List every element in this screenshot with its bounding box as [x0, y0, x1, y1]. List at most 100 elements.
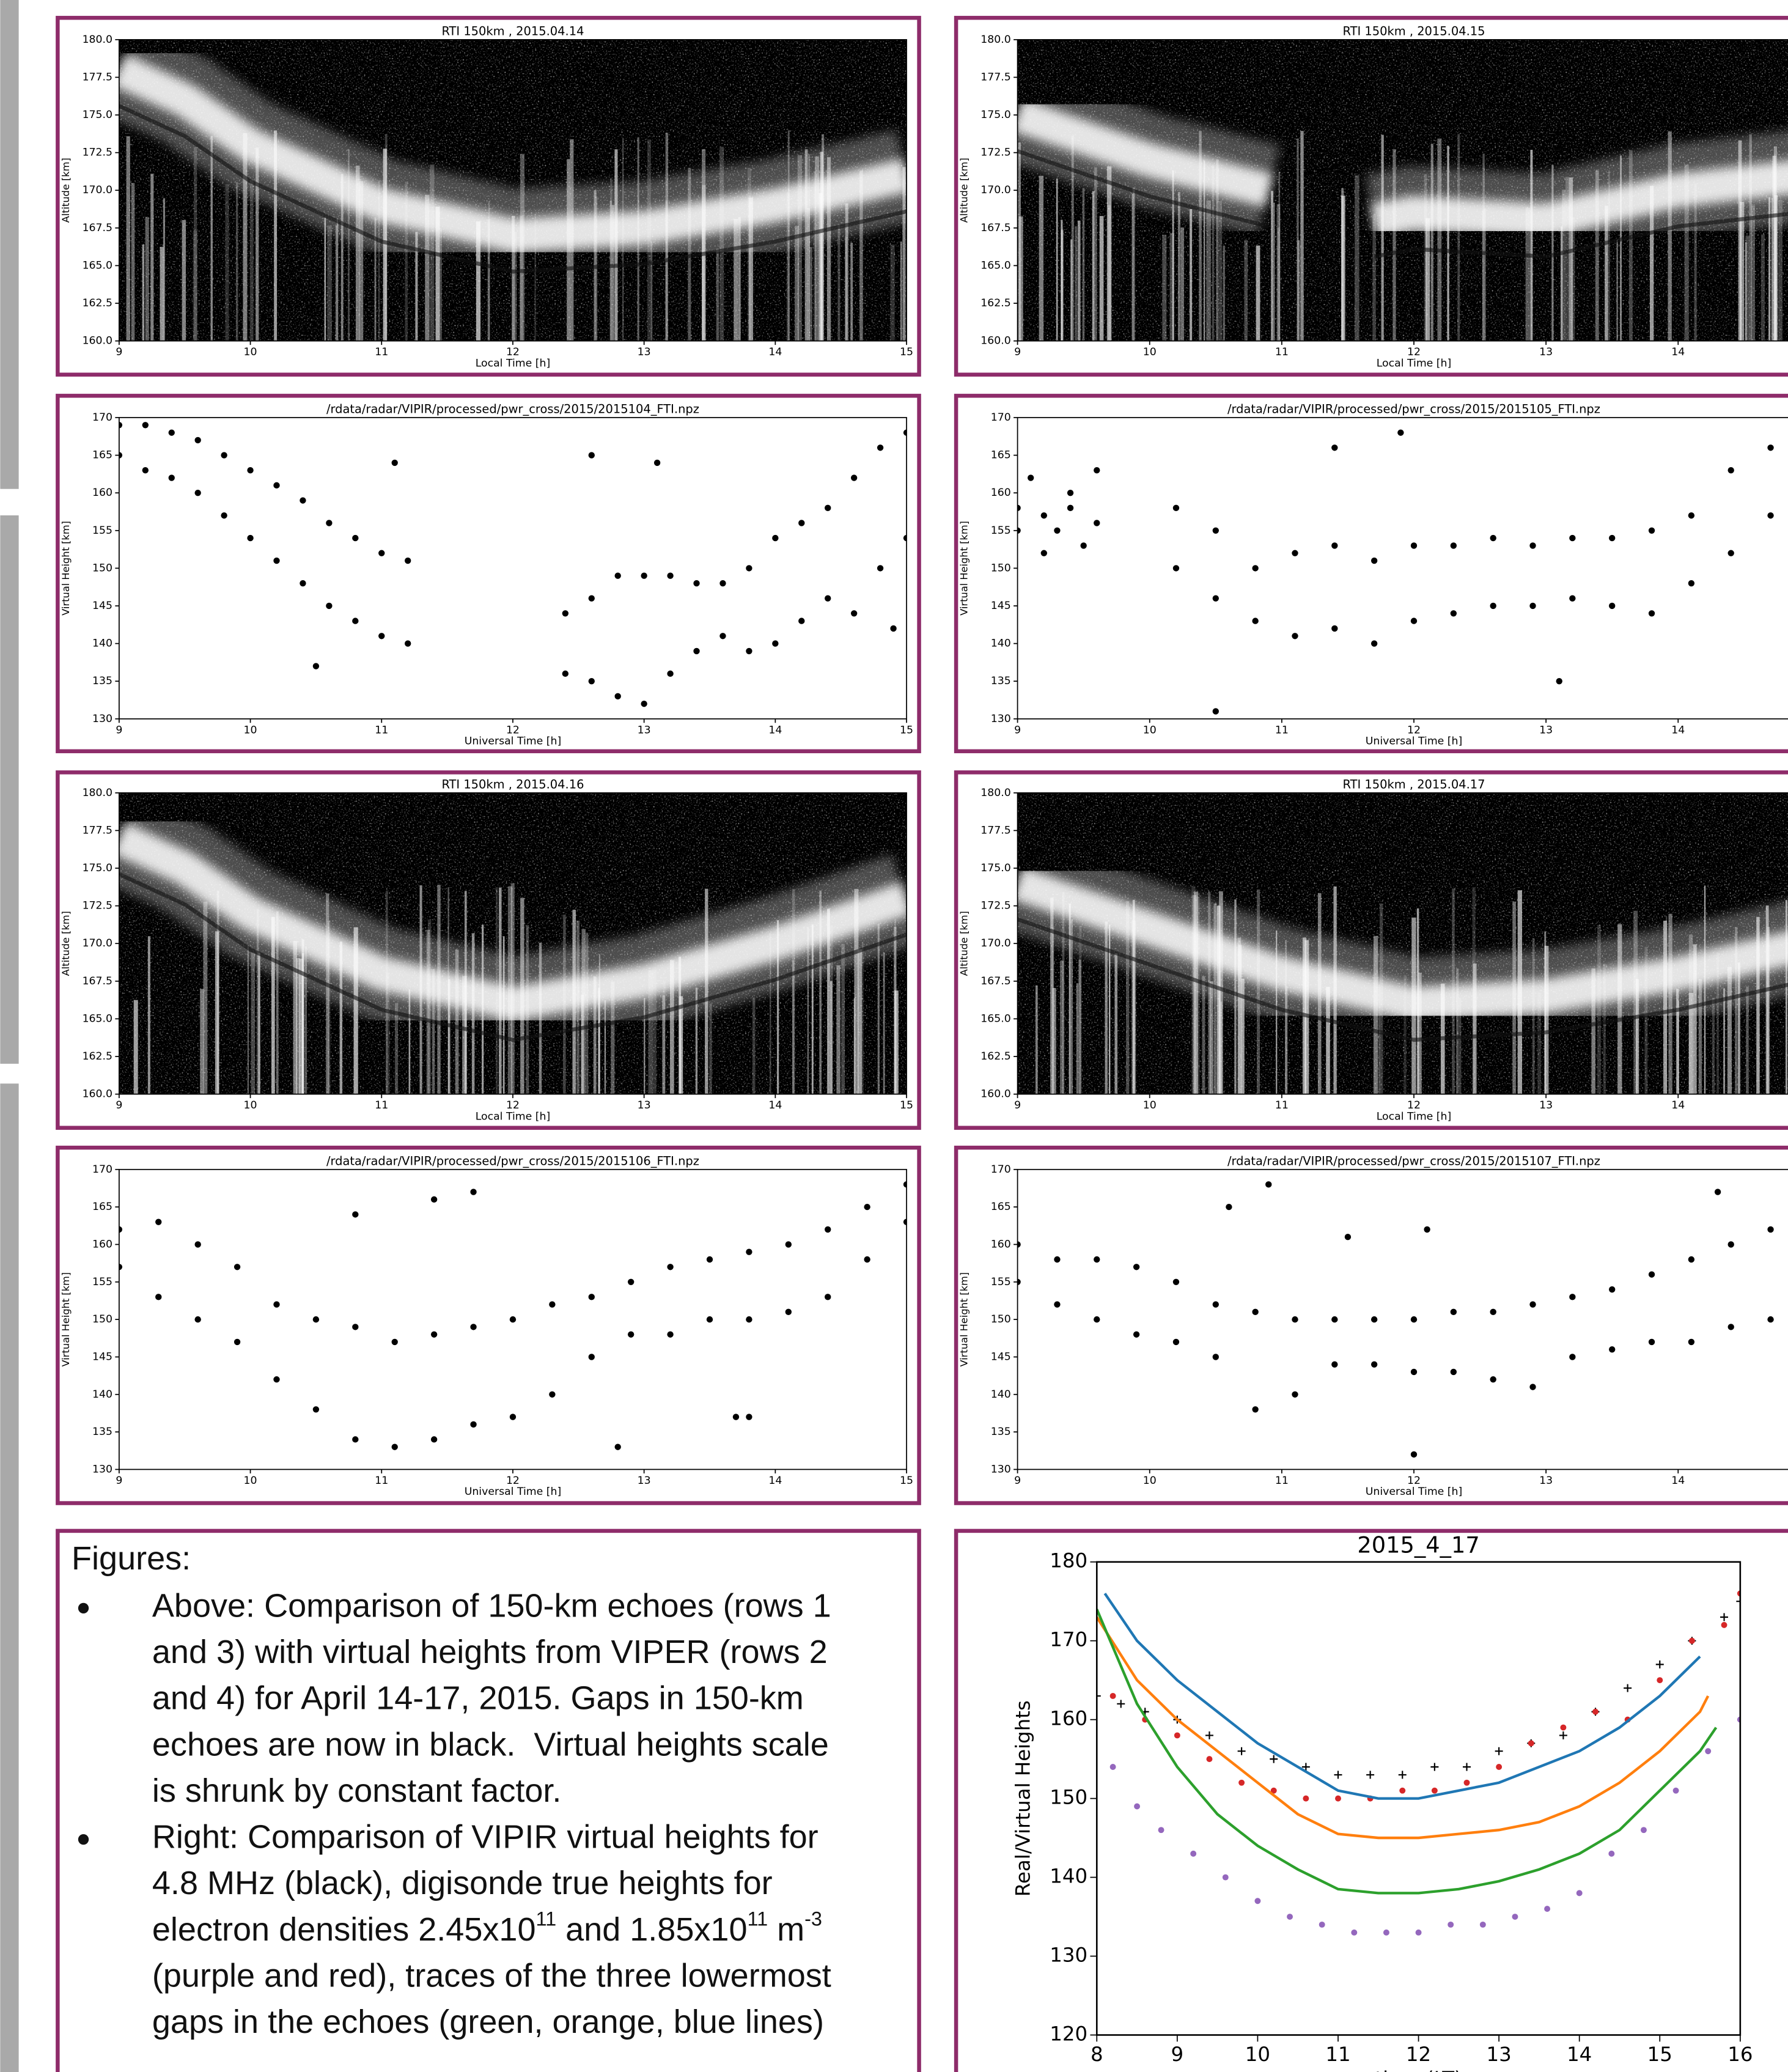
point: [903, 1218, 907, 1225]
notes-line: and 4) for April 14-17, 2015. Gaps in 15…: [152, 1680, 804, 1717]
chart: 9 10 11 12 13 14 15 160.0 162.5 165.0 167.5 170.0 17…: [56, 15, 921, 377]
y-tick-label: 130: [991, 713, 1011, 725]
plot-area: [119, 1181, 907, 1450]
notes-line: Above: Comparison of 150-km echoes (rows…: [152, 1588, 831, 1624]
point: [194, 1316, 201, 1323]
x-tick-label: 9: [1171, 2043, 1184, 2066]
x-tick-label: 9: [1014, 724, 1021, 736]
y-tick-label: 135: [991, 675, 1011, 687]
chart: 9 10 11 12 13 14 15 160.0 162.5 165.0 167.5 170.0 17…: [56, 770, 921, 1130]
dot-marker: [1560, 1724, 1567, 1731]
plot-area: [1017, 1181, 1774, 1458]
y-tick-label: 145: [92, 600, 112, 612]
y-tick-label: 155: [92, 1276, 112, 1288]
y-tick-label: 172.5: [980, 900, 1010, 912]
y-tick-label: 145: [92, 1351, 112, 1363]
point: [614, 1443, 621, 1450]
point: [1017, 527, 1021, 534]
y-tick-label: 167.5: [980, 975, 1010, 987]
y-tick-label: 130: [92, 1463, 112, 1475]
y-tick-label: 180.0: [980, 787, 1010, 799]
point: [247, 534, 254, 542]
y-tick-label: 160.0: [83, 335, 112, 347]
x-tick-label: 11: [375, 346, 388, 358]
y-axis-label: Altitude [km]: [60, 911, 72, 976]
x-tick-label: 11: [375, 1099, 388, 1112]
x-tick-label: 12: [1406, 2043, 1431, 2066]
y-tick-label: 165.0: [980, 259, 1010, 271]
point: [1370, 640, 1378, 647]
text-run: electron densities 2.45x10: [152, 1911, 536, 1948]
point: [890, 625, 897, 632]
text-run: Right: Comparison of VIPIR virtual heigh…: [152, 1819, 819, 1856]
point: [1410, 542, 1418, 549]
plus-marker: [1559, 1731, 1567, 1739]
notes-line: electron densities 2.45x1011 and 1.85x10…: [152, 1908, 822, 1948]
x-tick-label: 9: [1014, 1099, 1021, 1112]
plus-marker: [1720, 1613, 1729, 1621]
point: [1252, 565, 1259, 572]
point: [326, 602, 333, 610]
point: [1450, 1308, 1457, 1316]
point: [1252, 1406, 1259, 1413]
point: [1450, 542, 1457, 549]
x-tick-label: 11: [1275, 346, 1289, 358]
y-tick-label: 160: [991, 487, 1011, 499]
point: [588, 1354, 595, 1360]
y-tick-label: 150: [1050, 1786, 1087, 1809]
point: [509, 1316, 517, 1323]
point: [746, 647, 752, 655]
notes-box: [56, 1528, 921, 2072]
point: [1054, 527, 1061, 534]
x-tick-label: 8: [1091, 2043, 1103, 2066]
y-tick-label: 150: [92, 1313, 112, 1325]
y-tick-label: 160.0: [83, 1088, 112, 1101]
y-tick-label: 170: [92, 1163, 112, 1176]
dot-marker: [1399, 1787, 1406, 1794]
notes-line: is shrunk by constant factor.: [152, 1772, 562, 1809]
point: [614, 572, 621, 579]
y-tick-label: 160: [92, 1238, 112, 1250]
point: [1331, 444, 1338, 451]
point: [1648, 1338, 1655, 1346]
x-tick-label: 15: [900, 346, 913, 358]
y-tick-label: 165: [92, 449, 112, 462]
side-bar: [0, 515, 19, 1064]
trace-line: [1097, 1609, 1718, 1895]
point: [693, 647, 700, 655]
point: [1370, 1361, 1378, 1368]
point: [1490, 1308, 1496, 1316]
point: [352, 1211, 359, 1218]
text-run: echoes are now in black. Virtual heights…: [152, 1727, 829, 1763]
y-tick-label: 140: [92, 1388, 112, 1401]
point: [653, 459, 661, 466]
dot-marker: [1463, 1779, 1470, 1786]
y-axis-label: Virtual Height [km]: [958, 1272, 970, 1367]
chart: 9 10 11 12 13 14 130 135 140 145 150 155 160 165 170/r…: [954, 1145, 1788, 1505]
point: [1252, 1308, 1259, 1316]
dot-marker: [1496, 1764, 1503, 1770]
point: [1727, 550, 1734, 556]
point: [1344, 1234, 1352, 1241]
point: [588, 1294, 595, 1300]
point: [1172, 565, 1180, 572]
point: [1017, 1278, 1021, 1285]
x-tick-label: 12: [1407, 346, 1421, 358]
x-tick-label: 12: [506, 1099, 520, 1112]
x-tick-label: 16: [1727, 2043, 1753, 2066]
point: [1450, 610, 1457, 617]
y-tick-label: 130: [991, 1463, 1011, 1475]
x-tick-label: 14: [768, 724, 782, 736]
point: [1688, 512, 1695, 519]
point: [1172, 1338, 1180, 1346]
point: [1410, 1451, 1418, 1458]
notes-line: (purple and red), traces of the three lo…: [152, 1958, 831, 1994]
x-tick-label: 9: [116, 346, 122, 358]
point: [1370, 1316, 1378, 1323]
x-tick-label: 10: [1143, 346, 1157, 358]
point: [234, 1338, 241, 1346]
point: [798, 618, 805, 624]
point: [470, 1324, 477, 1330]
plot-area: [119, 39, 907, 341]
point: [1714, 1189, 1721, 1195]
